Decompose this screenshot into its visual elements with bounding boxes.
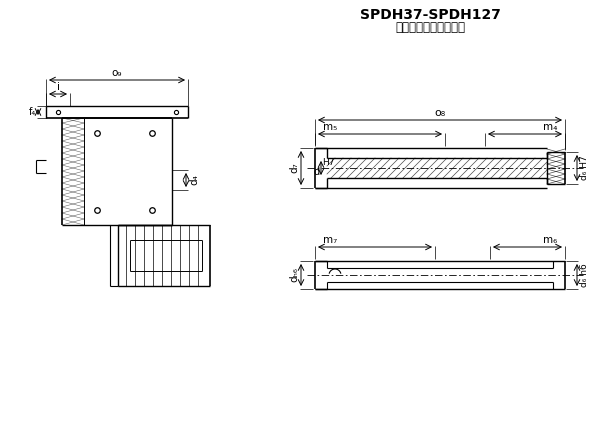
- Text: m₇: m₇: [323, 235, 337, 245]
- Text: m₆: m₆: [543, 235, 557, 245]
- Text: SPDH37-SPDH127: SPDH37-SPDH127: [359, 8, 500, 22]
- Text: f₄: f₄: [29, 107, 36, 117]
- Text: o₈: o₈: [434, 108, 446, 118]
- Text: 底脚式空心轴锁紧盘式: 底脚式空心轴锁紧盘式: [395, 21, 465, 34]
- Text: H7: H7: [322, 157, 334, 167]
- Text: d: d: [314, 167, 320, 177]
- Text: d₆ h6: d₆ h6: [580, 263, 589, 287]
- Text: m₅: m₅: [323, 122, 337, 132]
- Text: dₕ₆: dₕ₆: [289, 267, 299, 283]
- Text: i: i: [56, 82, 59, 92]
- Text: d₆ H7: d₆ H7: [580, 156, 589, 180]
- Text: d₄: d₄: [189, 175, 199, 185]
- Text: d₇: d₇: [289, 162, 299, 173]
- Text: m₄: m₄: [543, 122, 557, 132]
- Text: o₉: o₉: [112, 68, 122, 78]
